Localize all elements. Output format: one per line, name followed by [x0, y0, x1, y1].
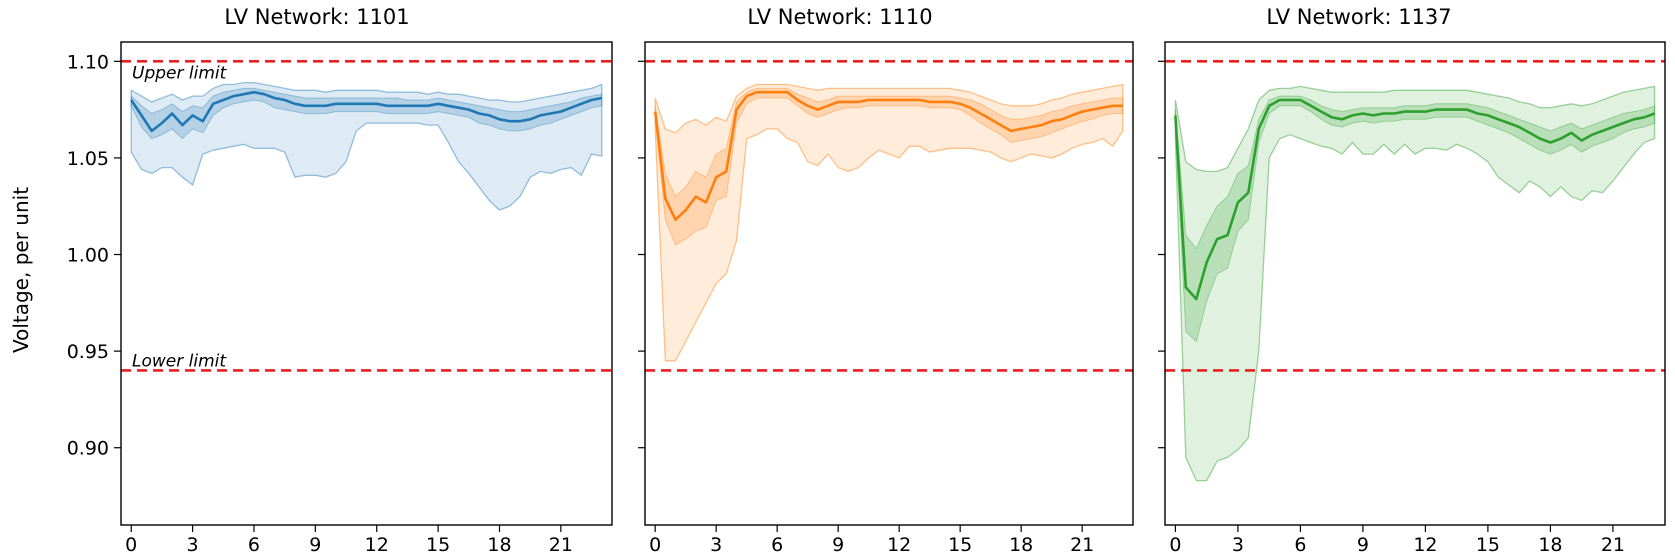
x-tick-label: 21 [1070, 534, 1094, 556]
chart-panel-1110: LV Network: 1110 0 3 6 9 12 15 18 21 [638, 5, 1134, 556]
x-tick-label: 0 [649, 534, 661, 556]
x-tick-label: 6 [248, 534, 260, 556]
x-tick-label: 18 [487, 534, 511, 556]
x-tick-label: 12 [365, 534, 389, 556]
inner-band [130, 87, 603, 140]
x-tick-label: 9 [1357, 534, 1369, 556]
plot-frame [644, 41, 1134, 526]
y-tick-label: 1.10 [67, 51, 109, 73]
x-tick-label: 3 [187, 534, 199, 556]
y-tick-label: 1.00 [67, 245, 109, 267]
x-tick-label: 15 [426, 534, 450, 556]
upper-limit-label: Upper limit [132, 63, 228, 83]
x-tick-label: 3 [710, 534, 722, 556]
chart-title: LV Network: 1110 [747, 5, 932, 29]
lower-limit-label: Lower limit [132, 351, 227, 371]
x-tick-label: 9 [309, 534, 321, 556]
inner-band [1174, 95, 1656, 343]
y-tick-label: 1.05 [67, 148, 109, 170]
outer-band [654, 83, 1124, 362]
median-line [653, 90, 1123, 221]
chart-title: LV Network: 1137 [1266, 5, 1451, 29]
median-line [1174, 98, 1656, 301]
chart-panel-1101: LV Network: 1101 0 3 6 9 12 15 18 21 0.90 0.95 1.0… [67, 5, 613, 556]
x-tick-label: 6 [771, 534, 783, 556]
chart-title: LV Network: 1101 [224, 5, 409, 29]
x-tick-label: 21 [1601, 534, 1625, 556]
outer-band [1174, 85, 1656, 482]
x-tick-label: 0 [125, 534, 137, 556]
median-line [130, 90, 603, 133]
plot-frame [1164, 41, 1666, 526]
chart-panel-1137: LV Network: 1137 0 3 6 9 12 15 18 21 [1158, 5, 1666, 556]
y-axis-label: Voltage, per unit [9, 187, 33, 353]
x-tick-label: 15 [1476, 534, 1500, 556]
x-tick-label: 0 [1169, 534, 1181, 556]
y-tick-label: 0.90 [67, 438, 109, 460]
x-tick-label: 9 [832, 534, 844, 556]
x-tick-label: 12 [887, 534, 911, 556]
x-tick-label: 15 [948, 534, 972, 556]
x-tick-label: 18 [1009, 534, 1033, 556]
y-tick-label: 0.95 [67, 341, 109, 363]
x-tick-label: 3 [1232, 534, 1244, 556]
x-tick-label: 18 [1538, 534, 1562, 556]
plot-frame [120, 41, 613, 526]
x-tick-label: 6 [1294, 534, 1306, 556]
x-tick-label: 21 [549, 534, 573, 556]
x-tick-label: 12 [1413, 534, 1437, 556]
